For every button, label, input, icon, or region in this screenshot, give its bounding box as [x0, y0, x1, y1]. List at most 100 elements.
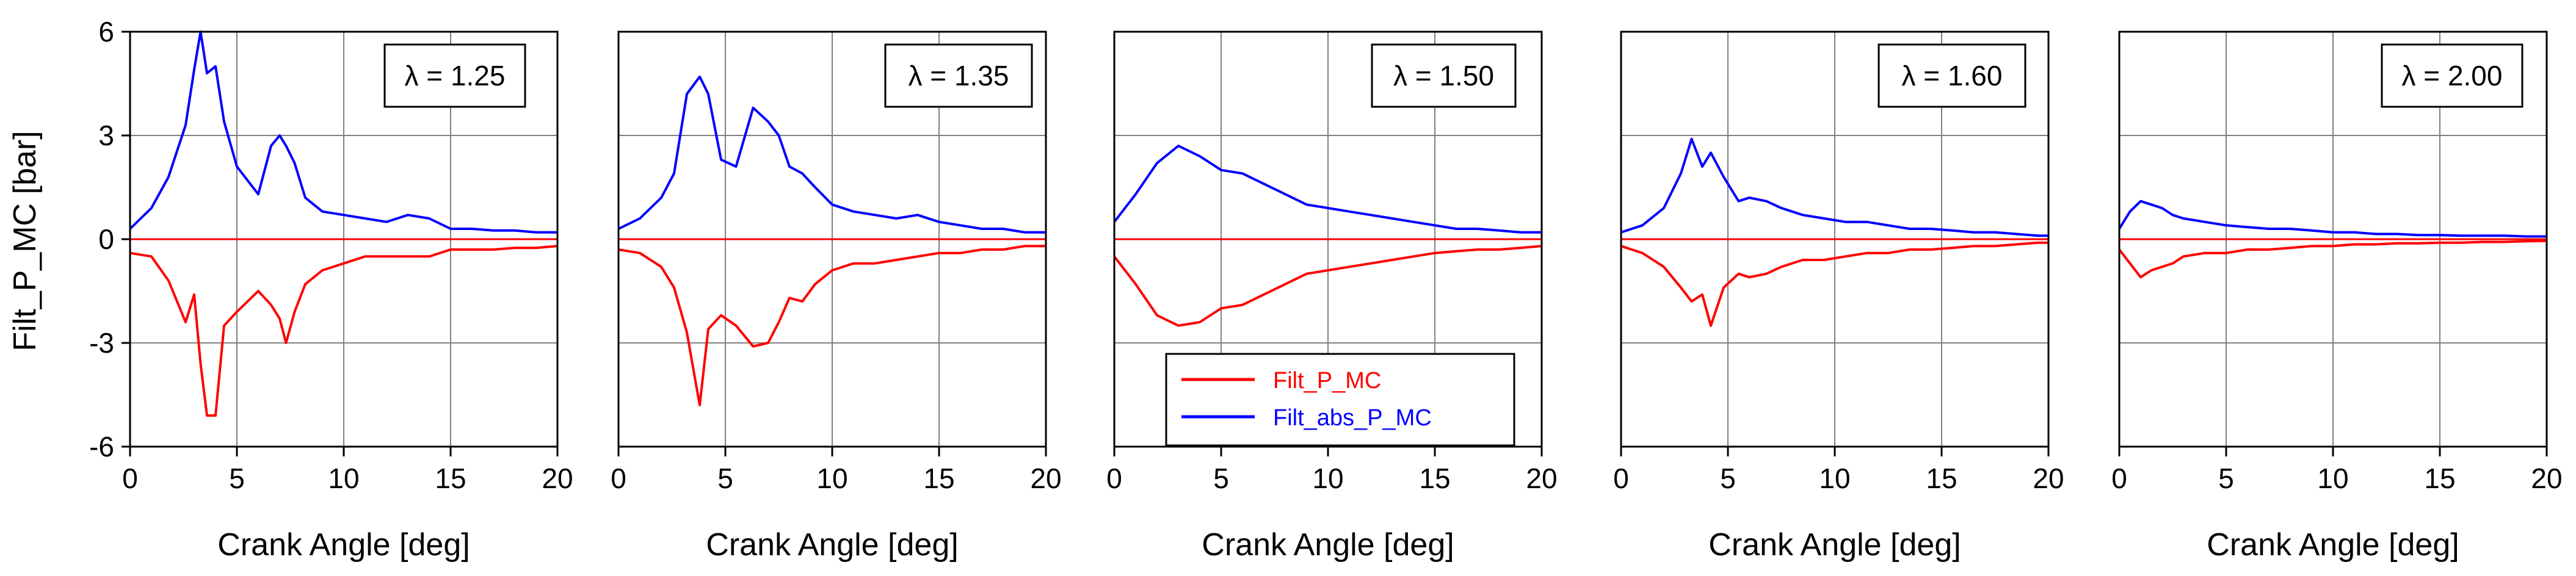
chart-panel-4: 0 5 10 15 20 Crank Angle [deg] λ = 1.60 — [1613, 31, 2064, 563]
data-point-filt-abs-p-mc — [1691, 138, 1693, 140]
data-point-filt-p-mc — [959, 252, 962, 254]
x-tick-label: 20 — [2033, 463, 2064, 494]
data-point-filt-abs-p-mc — [2439, 234, 2441, 236]
data-point-filt-abs-p-mc — [449, 228, 452, 230]
data-point-filt-abs-p-mc — [2353, 231, 2356, 234]
data-point-filt-p-mc — [1845, 255, 1846, 257]
data-point-filt-p-mc — [1263, 293, 1265, 296]
data-point-filt-abs-p-mc — [1434, 224, 1436, 226]
data-point-filt-p-mc — [1498, 248, 1500, 251]
data-point-filt-p-mc — [184, 321, 187, 323]
data-point-filt-p-mc — [1156, 314, 1158, 317]
data-point-filt-abs-p-mc — [2129, 211, 2131, 213]
x-tick-label: 5 — [229, 463, 245, 494]
data-point-filt-p-mc — [1327, 269, 1329, 272]
data-point-filt-abs-p-mc — [2037, 234, 2039, 237]
x-tick-label: 0 — [611, 463, 626, 494]
x-tick-label: 5 — [2218, 463, 2234, 494]
data-point-filt-p-mc — [2503, 241, 2505, 243]
data-point-filt-abs-p-mc — [1722, 176, 1725, 178]
data-point-filt-p-mc — [193, 293, 195, 296]
data-point-filt-abs-p-mc — [1866, 221, 1868, 223]
lambda-label: λ = 1.50 — [1393, 60, 1494, 92]
data-point-filt-p-mc — [1199, 321, 1201, 323]
lambda-label: λ = 1.25 — [405, 60, 506, 92]
data-point-filt-p-mc — [1641, 252, 1644, 254]
data-point-filt-p-mc — [1220, 307, 1222, 309]
data-point-filt-abs-p-mc — [407, 214, 409, 216]
data-point-filt-p-mc — [2150, 269, 2152, 272]
data-point-filt-p-mc — [294, 311, 296, 313]
data-point-filt-abs-p-mc — [720, 159, 722, 161]
x-tick-label: 15 — [923, 463, 954, 494]
legend-box — [1165, 353, 1515, 447]
data-point-filt-abs-p-mc — [2524, 235, 2527, 237]
x-axis-label: Crank Angle [deg] — [1708, 527, 1961, 563]
data-point-filt-p-mc — [1951, 247, 1953, 249]
data-point-filt-p-mc — [2015, 243, 2017, 245]
y-axis-label: Filt_P_MC [bar] — [7, 131, 43, 351]
data-point-filt-abs-p-mc — [767, 120, 769, 123]
data-point-filt-abs-p-mc — [1994, 231, 1996, 234]
data-point-filt-p-mc — [1434, 252, 1436, 254]
x-tick-label: 20 — [2531, 463, 2562, 494]
x-tick-label: 15 — [435, 463, 466, 494]
data-point-filt-abs-p-mc — [1519, 231, 1522, 234]
data-point-filt-abs-p-mc — [206, 72, 208, 74]
data-point-filt-abs-p-mc — [193, 68, 195, 71]
data-point-filt-abs-p-mc — [1391, 217, 1393, 220]
data-point-filt-p-mc — [223, 325, 225, 327]
lambda-box — [1371, 43, 1517, 108]
data-point-filt-abs-p-mc — [2246, 226, 2249, 228]
data-point-filt-abs-p-mc — [2139, 200, 2142, 203]
data-point-filt-p-mc — [778, 321, 780, 323]
data-point-filt-abs-p-mc — [343, 214, 345, 216]
data-point-filt-abs-p-mc — [1284, 193, 1286, 195]
legend: Filt_P_MC Filt_abs_P_MC — [1165, 353, 1515, 447]
x-axis-label: Crank Angle [deg] — [217, 527, 470, 563]
data-point-filt-abs-p-mc — [2015, 233, 2017, 235]
data-point-filt-p-mc — [2289, 247, 2291, 249]
data-point-filt-p-mc — [1765, 273, 1768, 275]
data-point-filt-abs-p-mc — [2310, 229, 2313, 232]
y-tick-label: -3 — [89, 327, 114, 359]
data-point-filt-abs-p-mc — [321, 211, 324, 213]
data-point-filt-p-mc — [735, 325, 737, 327]
data-point-filt-abs-p-mc — [1641, 224, 1644, 226]
data-point-filt-abs-p-mc — [788, 165, 791, 168]
data-point-filt-p-mc — [1134, 283, 1137, 286]
data-point-filt-abs-p-mc — [2161, 207, 2163, 209]
data-point-filt-p-mc — [1305, 273, 1308, 275]
data-point-filt-abs-p-mc — [1263, 182, 1265, 185]
data-point-filt-abs-p-mc — [535, 231, 537, 234]
data-point-filt-abs-p-mc — [1305, 203, 1308, 206]
data-point-filt-p-mc — [343, 262, 345, 265]
x-tick-label: 10 — [328, 463, 359, 494]
data-point-filt-p-mc — [852, 262, 855, 265]
x-tick-label: 5 — [1720, 463, 1736, 494]
data-point-filt-abs-p-mc — [270, 145, 272, 147]
data-point-filt-p-mc — [1930, 248, 1932, 251]
data-point-filt-p-mc — [639, 252, 641, 254]
data-point-filt-p-mc — [767, 342, 769, 344]
data-point-filt-abs-p-mc — [1823, 217, 1825, 220]
data-point-filt-abs-p-mc — [257, 193, 259, 195]
data-point-filt-abs-p-mc — [1498, 229, 1500, 232]
data-point-filt-p-mc — [874, 262, 876, 265]
data-point-filt-abs-p-mc — [981, 228, 983, 230]
chart-panel-5: 0 5 10 15 20 Crank Angle [deg] λ = 2.00 — [2111, 31, 2563, 563]
data-point-filt-abs-p-mc — [2172, 214, 2174, 216]
series-line-filt-p-mc — [618, 245, 1046, 406]
data-point-filt-p-mc — [206, 414, 208, 417]
data-point-filt-p-mc — [428, 255, 430, 257]
data-point-filt-abs-p-mc — [1177, 145, 1180, 147]
data-point-filt-p-mc — [2375, 243, 2377, 245]
data-point-filt-abs-p-mc — [686, 93, 688, 95]
data-point-filt-p-mc — [535, 247, 537, 249]
x-tick-label: 20 — [1526, 463, 1557, 494]
data-point-filt-p-mc — [471, 248, 473, 251]
data-point-filt-abs-p-mc — [1909, 228, 1910, 230]
x-tick-label: 0 — [122, 463, 138, 494]
lambda-box — [383, 43, 526, 108]
data-point-filt-p-mc — [1391, 259, 1393, 261]
